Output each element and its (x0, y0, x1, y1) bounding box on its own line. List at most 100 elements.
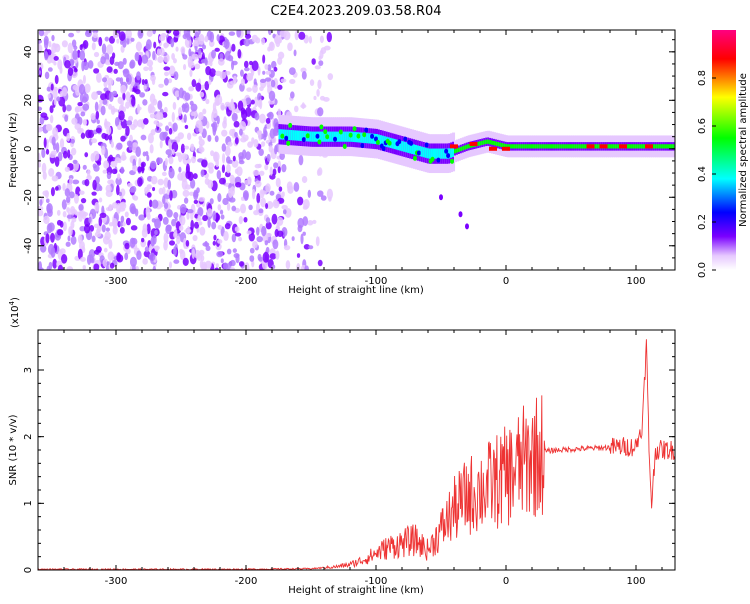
noise-speckle (270, 60, 277, 69)
noise-speckle (279, 152, 285, 160)
trace-blob (315, 133, 320, 139)
noise-speckle (96, 72, 102, 83)
noise-speckle (50, 83, 54, 91)
noise-speckle (194, 31, 199, 38)
noise-speckle (150, 175, 158, 185)
noise-speckle (159, 140, 163, 149)
noise-speckle (73, 45, 78, 51)
noise-speckle (84, 152, 89, 158)
noise-speckle (121, 151, 126, 161)
noise-speckle (261, 225, 267, 237)
noise-speckle (93, 68, 100, 74)
trace-core (510, 144, 514, 149)
trace-core (485, 139, 489, 144)
noise-speckle (82, 96, 88, 103)
noise-speckle (220, 214, 225, 220)
trace-core (547, 144, 551, 149)
noise-speckle (209, 68, 216, 77)
noise-speckle (120, 215, 125, 223)
noise-speckle (158, 201, 164, 208)
noise-speckle (258, 208, 264, 214)
trace-core (461, 146, 465, 151)
noise-speckle (212, 107, 218, 119)
noise-speckle (93, 51, 100, 58)
noise-speckle (146, 59, 154, 67)
colorbar-tick-label: 0.4 (697, 166, 708, 182)
noise-speckle (50, 232, 55, 243)
noise-speckle (111, 168, 118, 175)
trace-core (543, 144, 547, 149)
noise-speckle (284, 207, 292, 218)
trace-core (500, 142, 504, 148)
trace-core (496, 141, 500, 147)
noise-speckle (70, 138, 75, 144)
noise-speckle (166, 189, 171, 195)
noise-speckle (152, 50, 156, 61)
noise-speckle (163, 42, 169, 49)
noise-speckle (70, 59, 75, 66)
noise-speckle (158, 83, 164, 88)
noise-speckle (47, 67, 53, 72)
noise-speckle (165, 224, 172, 232)
noise-speckle (143, 117, 149, 125)
noise-speckle (251, 188, 256, 200)
noise-speckle (191, 156, 197, 164)
noise-speckle (300, 233, 304, 245)
noise-speckle (160, 32, 167, 38)
trace-core (278, 129, 282, 140)
noise-speckle (254, 96, 259, 108)
trace-blob (342, 144, 347, 150)
noise-speckle (38, 39, 43, 44)
noise-speckle (226, 248, 232, 255)
noise-speckle (174, 90, 180, 98)
noise-speckle (68, 32, 75, 38)
snr-y-scale: (x104) (8, 297, 21, 328)
noise-speckle (186, 34, 192, 41)
noise-speckle (141, 54, 149, 64)
noise-speckle (214, 135, 219, 143)
noise-speckle (216, 34, 220, 42)
noise-speckle (101, 145, 106, 156)
noise-speckle (192, 173, 198, 180)
noise-speckle (183, 114, 187, 123)
trace-core (338, 131, 342, 142)
noise-speckle (256, 192, 261, 204)
noise-speckle (274, 35, 282, 45)
y-tick-label: 0 (23, 146, 34, 152)
noise-speckle (72, 179, 80, 185)
noise-speckle (185, 170, 191, 180)
noise-speckle (150, 74, 156, 82)
noise-speckle (265, 202, 269, 210)
noise-speckle (95, 245, 102, 253)
noise-speckle (272, 127, 278, 137)
noise-speckle (74, 123, 81, 130)
noise-speckle (265, 246, 270, 254)
trace-blob (286, 140, 291, 146)
noise-speckle (180, 46, 186, 54)
noise-speckle (189, 69, 193, 77)
noise-speckle (102, 77, 108, 83)
noise-speckle (168, 167, 175, 179)
noise-speckle (87, 60, 94, 69)
trace-core (337, 131, 340, 142)
noise-speckle (209, 31, 215, 43)
noise-speckle (236, 30, 242, 38)
noise-speckle (173, 259, 180, 264)
noise-speckle (171, 218, 177, 227)
noise-speckle (65, 104, 72, 112)
noise-speckle (242, 190, 249, 200)
noise-speckle (238, 152, 244, 160)
trace-core (631, 144, 635, 149)
strong-bin (645, 144, 653, 149)
noise-speckle (122, 92, 126, 101)
trace-core (643, 144, 647, 149)
noise-speckle (131, 165, 138, 172)
noise-speckle (259, 78, 267, 83)
noise-speckle (112, 90, 118, 97)
noise-speckle (153, 41, 157, 49)
trace-core (440, 148, 444, 159)
trace-core (366, 133, 370, 144)
trace-blob (305, 133, 310, 139)
colorbar-tick-label: 0.0 (697, 262, 708, 278)
noise-speckle (190, 103, 198, 112)
